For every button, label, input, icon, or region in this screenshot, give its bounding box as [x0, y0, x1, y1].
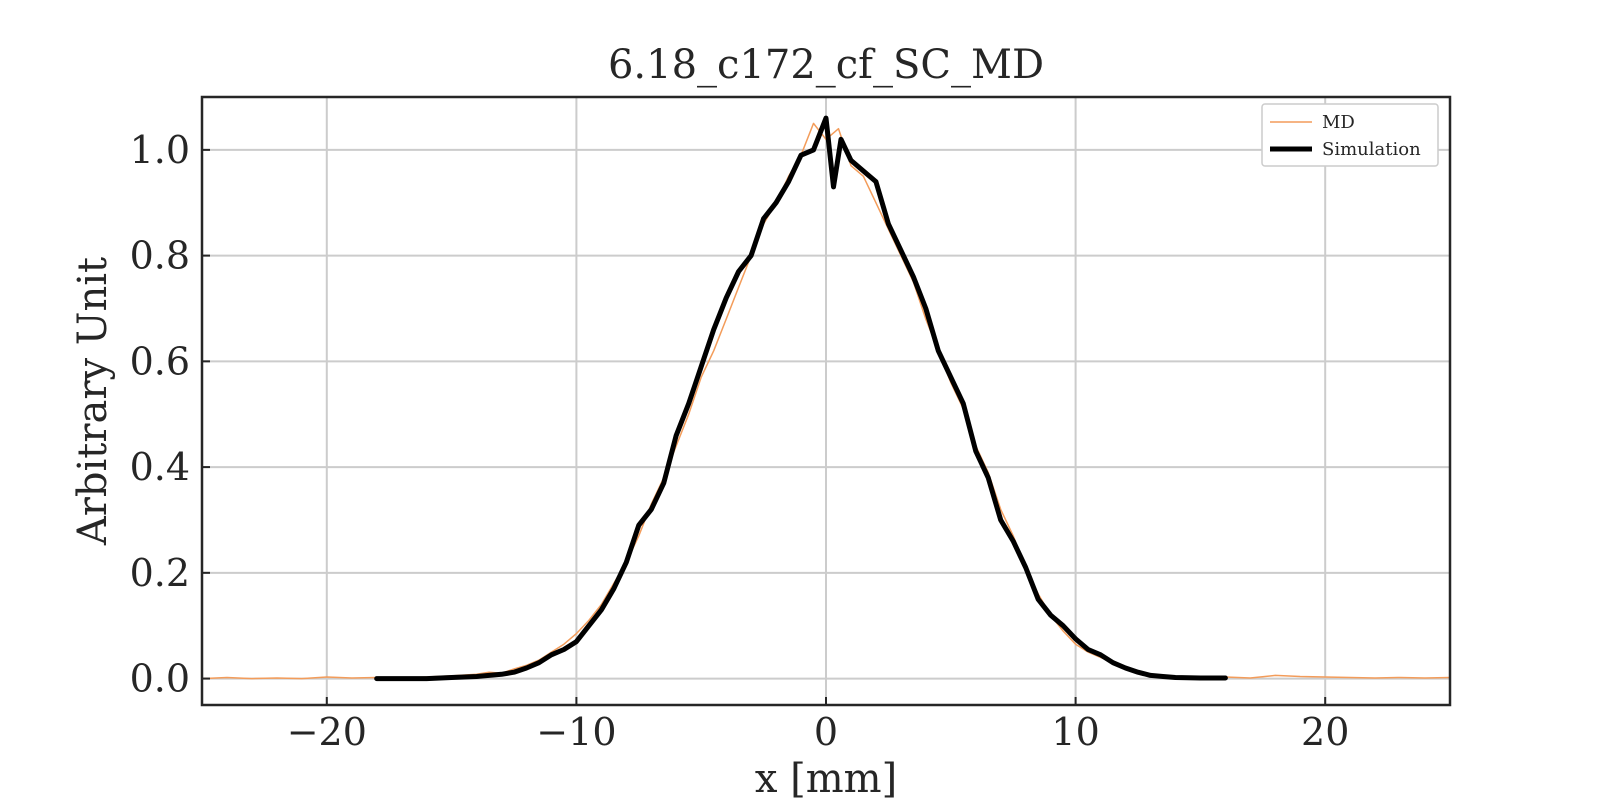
- y-tick-label: 0.2: [130, 551, 190, 595]
- x-tick-label: 0: [814, 710, 838, 754]
- x-tick-label: −10: [536, 710, 616, 754]
- y-tick-label: 0.0: [130, 657, 190, 701]
- series-line-simulation: [374, 115, 1228, 682]
- grid: [202, 97, 1450, 705]
- x-tick-label: 10: [1051, 710, 1099, 754]
- legend: MD Simulation: [1261, 103, 1439, 167]
- chart-title: 6.18_c172_cf_SC_MD: [608, 42, 1044, 88]
- y-tick-label: 1.0: [130, 128, 190, 172]
- legend-label: MD: [1322, 112, 1355, 133]
- x-tick-label: −20: [287, 710, 367, 754]
- y-axis-label: Arbitrary Unit: [70, 257, 116, 546]
- y-tick-label: 0.8: [130, 234, 190, 278]
- x-axis-label: x [mm]: [755, 756, 897, 800]
- series-lines: [201, 115, 1451, 682]
- y-tick-label: 0.4: [130, 445, 190, 489]
- y-tick-label: 0.6: [130, 339, 190, 383]
- x-tick-label: 20: [1301, 710, 1349, 754]
- ticks: −20 −10 0 10 20 0.0 0.2 0.4 0.6 0.8 1.0: [130, 128, 1350, 754]
- legend-label: Simulation: [1322, 139, 1421, 160]
